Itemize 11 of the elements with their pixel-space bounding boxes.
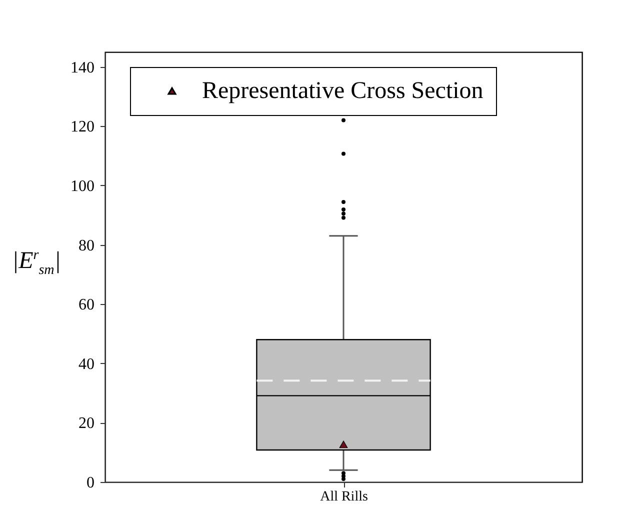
y-tick-label: 140 bbox=[70, 59, 94, 76]
y-tick-label: 40 bbox=[78, 356, 94, 373]
y-tick-label: 100 bbox=[70, 178, 94, 195]
y-tick-label: 120 bbox=[70, 118, 94, 136]
y-tick-label: 60 bbox=[78, 296, 94, 314]
y-tick-label: 0 bbox=[86, 474, 94, 492]
x-tick-label: All Rills bbox=[320, 490, 368, 504]
legend-label: Representative Cross Section bbox=[202, 78, 484, 104]
y-tick-label: 20 bbox=[78, 415, 94, 432]
y-tick-label: 80 bbox=[78, 237, 94, 254]
y-axis-title: |E$^{r}$$_{sm}$| bbox=[12, 248, 61, 279]
